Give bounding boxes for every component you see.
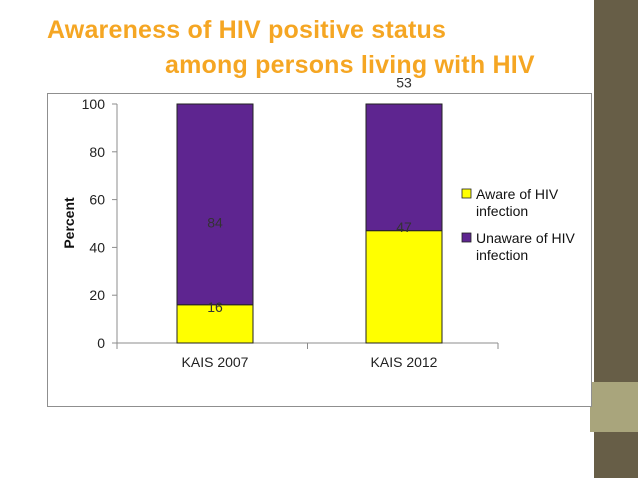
data-label: 84 — [207, 214, 223, 230]
x-tick-label: KAIS 2007 — [182, 354, 249, 370]
bar-segment — [365, 103, 443, 232]
slide-title-line-1: Awareness of HIV positive status — [47, 16, 447, 44]
y-tick-label: 0 — [97, 335, 105, 351]
legend-label: infection — [476, 247, 528, 263]
legend-label: Aware of HIV — [476, 186, 559, 202]
data-label: 53 — [396, 74, 412, 90]
legend-swatch — [461, 188, 472, 199]
chart-frame — [47, 93, 592, 407]
y-tick-label: 20 — [89, 287, 105, 303]
bar-segment — [365, 230, 443, 344]
y-axis-label: Percent — [61, 197, 77, 249]
legend-label: Unaware of HIV — [476, 230, 575, 246]
y-tick-label: 40 — [89, 239, 105, 255]
data-label: 47 — [396, 219, 412, 235]
data-label: 16 — [207, 299, 223, 315]
legend-swatch — [461, 232, 472, 243]
bar-segment — [176, 103, 254, 306]
y-tick-label: 100 — [82, 96, 106, 112]
legend-label: infection — [476, 203, 528, 219]
chart-bars — [176, 103, 443, 344]
x-tick-label: KAIS 2012 — [371, 354, 438, 370]
accent-block — [590, 382, 638, 432]
slide-title-line-2: among persons living with HIV — [165, 51, 535, 79]
chart-data-labels: 16 84 47 53 — [207, 74, 412, 315]
y-tick-label: 80 — [89, 144, 105, 160]
y-tick-label: 60 — [89, 192, 105, 208]
